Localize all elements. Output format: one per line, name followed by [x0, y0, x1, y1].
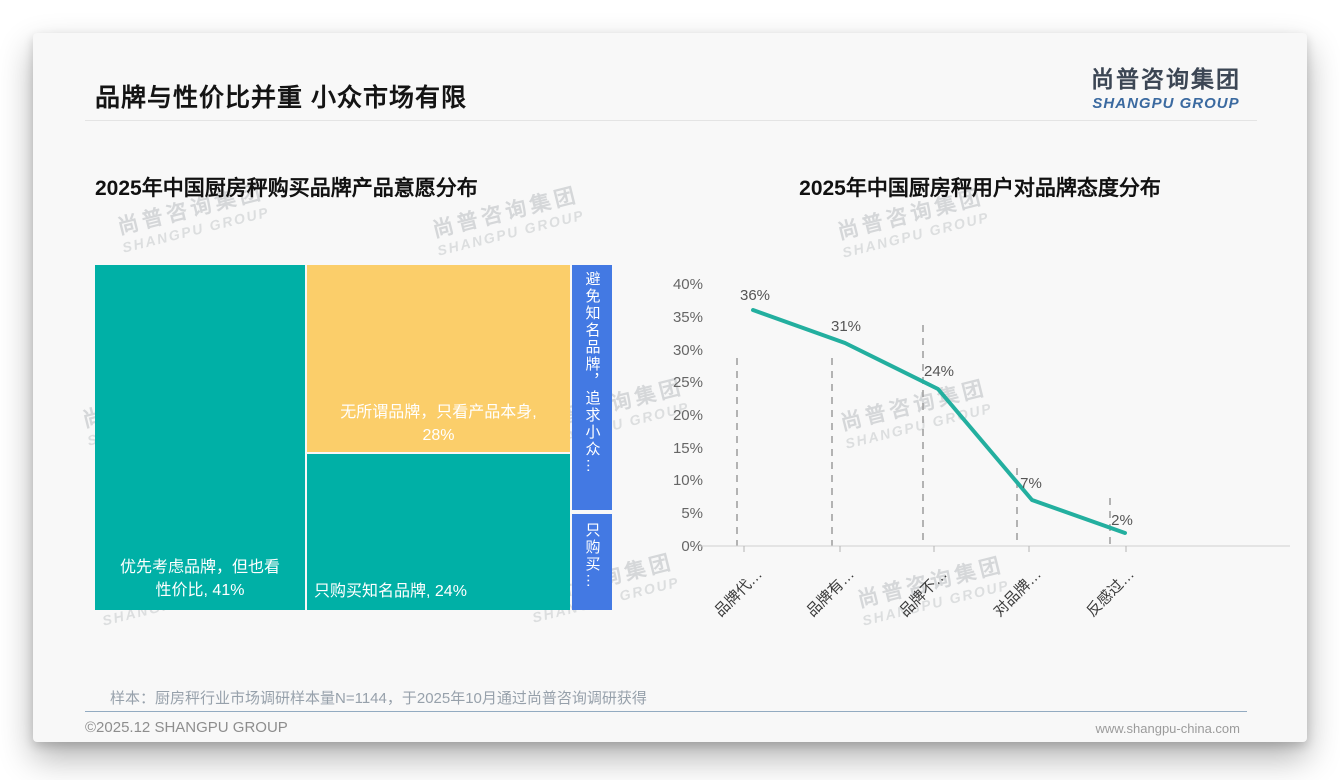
data-label: 36% — [740, 287, 770, 304]
y-tick: 20% — [673, 407, 703, 424]
treemap-block-avoid-famous-brand: 避免知名品牌，追求小众… — [572, 265, 612, 510]
y-tick: 5% — [681, 505, 703, 522]
copyright-text: ©2025.12 SHANGPU GROUP — [85, 719, 288, 736]
treemap-label: 优先考虑品牌，但也看性价比, 41% — [119, 559, 280, 599]
y-tick: 25% — [673, 374, 703, 391]
line-chart: 40% 35% 30% 25% 20% 15% 10% 5% 0% — [673, 276, 1290, 620]
category-label: 对品牌… — [990, 566, 1044, 620]
data-label: 7% — [1020, 475, 1042, 492]
treemap-block-no-brand-preference: 无所谓品牌，只看产品本身, 28% — [307, 265, 570, 452]
website-text: www.shangpu-china.com — [1095, 721, 1240, 736]
logo-cn-text: 尚普咨询集团 — [1091, 66, 1241, 92]
data-label: 2% — [1111, 512, 1133, 529]
company-logo: 尚普咨询集团 SHANGPU GROUP — [1091, 60, 1241, 112]
page-title: 品牌与性价比并重 小众市场有限 — [95, 84, 467, 112]
category-label: 品牌不… — [896, 566, 950, 620]
treemap-block-only-famous-brand: 只购买知名品牌, 24% — [307, 454, 570, 610]
data-label: 24% — [924, 363, 954, 380]
treemap-label: 只购买… — [583, 522, 601, 590]
watermark-en: SHANGPU GROUP — [120, 203, 272, 256]
category-label: 品牌有… — [803, 566, 857, 620]
watermark-en: SHANGPU GROUP — [435, 206, 587, 259]
linechart-title: 2025年中国厨房秤用户对品牌态度分布 — [799, 177, 1161, 200]
category-label: 品牌代… — [711, 566, 765, 620]
treemap-label: 无所谓品牌，只看产品本身, 28% — [340, 404, 537, 444]
data-labels: 36% 31% 24% 7% 2% — [740, 287, 1133, 529]
treemap-block-only-buy: 只购买… — [572, 514, 612, 610]
treemap-label: 只购买知名品牌, 24% — [314, 582, 467, 600]
treemap-title: 2025年中国厨房秤购买品牌产品意愿分布 — [95, 177, 478, 200]
x-axis-labels: 品牌代… 品牌有… 品牌不… 对品牌… 反感过… — [711, 566, 1137, 620]
sample-note: 样本：厨房秤行业市场调研样本量N=1144，于2025年10月通过尚普咨询调研获… — [110, 690, 647, 707]
y-tick: 10% — [673, 472, 703, 489]
category-label: 反感过… — [1083, 566, 1137, 620]
data-line — [751, 308, 1127, 535]
treemap-chart: 优先考虑品牌，但也看性价比, 41% 无所谓品牌，只看产品本身, 28% 只购买… — [95, 265, 612, 610]
y-tick: 15% — [673, 440, 703, 457]
footer-divider — [85, 711, 1247, 712]
y-tick: 0% — [681, 538, 703, 555]
slide-card: 尚普咨询集团 SHANGPU GROUP 尚普咨询集团 SHANGPU GROUP … — [33, 33, 1307, 742]
y-tick: 30% — [673, 342, 703, 359]
logo-en-text: SHANGPU GROUP — [1092, 95, 1240, 112]
x-axis-ticks — [743, 546, 1127, 552]
watermark-en: SHANGPU GROUP — [840, 208, 992, 261]
dashed-gridlines — [736, 325, 1111, 546]
treemap-label: 避免知名品牌，追求小众… — [583, 271, 601, 475]
data-label: 31% — [831, 318, 861, 335]
treemap-block-priority-brand: 优先考虑品牌，但也看性价比, 41% — [95, 265, 305, 610]
header-divider — [85, 120, 1257, 121]
y-tick: 40% — [673, 276, 703, 293]
y-axis-labels: 40% 35% 30% 25% 20% 15% 10% 5% 0% — [673, 276, 703, 555]
y-tick: 35% — [673, 309, 703, 326]
